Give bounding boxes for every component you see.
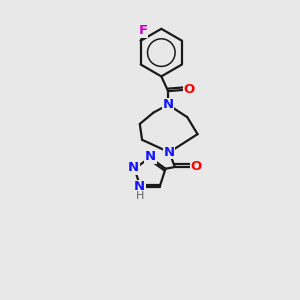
Text: O: O [190,160,202,173]
Text: H: H [136,191,144,202]
Text: N: N [128,161,139,174]
Text: N: N [164,146,175,159]
Text: O: O [184,83,195,97]
Text: N: N [145,150,156,163]
Text: F: F [138,24,148,37]
Text: N: N [163,98,174,111]
Text: N: N [134,181,145,194]
